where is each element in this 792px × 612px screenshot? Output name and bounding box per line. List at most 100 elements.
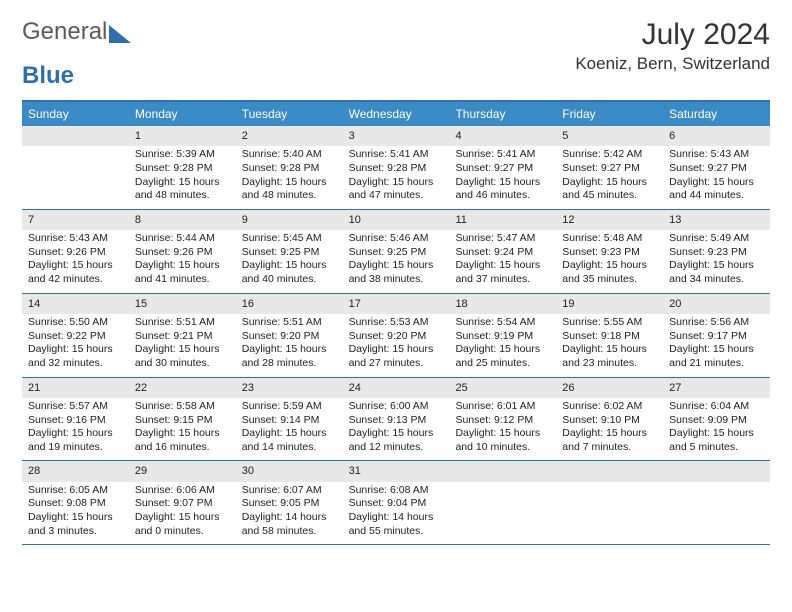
sunrise-text: Sunrise: 5:39 AM [135, 148, 230, 162]
calendar-cell: 3Sunrise: 5:41 AMSunset: 9:28 PMDaylight… [343, 126, 450, 209]
calendar-cell: 16Sunrise: 5:51 AMSunset: 9:20 PMDayligh… [236, 294, 343, 377]
cell-content: Sunrise: 5:54 AMSunset: 9:19 PMDaylight:… [449, 314, 556, 377]
daylight1-text: Daylight: 15 hours [562, 259, 657, 273]
daylight2-text: and 5 minutes. [669, 441, 764, 455]
sunrise-text: Sunrise: 6:04 AM [669, 400, 764, 414]
sunset-text: Sunset: 9:09 PM [669, 414, 764, 428]
daylight2-text: and 0 minutes. [135, 525, 230, 539]
calendar-cell: 13Sunrise: 5:49 AMSunset: 9:23 PMDayligh… [663, 210, 770, 293]
sunset-text: Sunset: 9:22 PM [28, 330, 123, 344]
sunset-text: Sunset: 9:24 PM [455, 246, 550, 260]
daylight2-text: and 35 minutes. [562, 273, 657, 287]
daylight1-text: Daylight: 15 hours [349, 343, 444, 357]
calendar-cell: 23Sunrise: 5:59 AMSunset: 9:14 PMDayligh… [236, 378, 343, 461]
day-number: 24 [343, 378, 450, 398]
cell-content: Sunrise: 6:05 AMSunset: 9:08 PMDaylight:… [22, 482, 129, 545]
daylight1-text: Daylight: 15 hours [135, 176, 230, 190]
daylight1-text: Daylight: 15 hours [28, 511, 123, 525]
sunrise-text: Sunrise: 5:45 AM [242, 232, 337, 246]
cell-content: Sunrise: 6:02 AMSunset: 9:10 PMDaylight:… [556, 398, 663, 461]
day-number: 18 [449, 294, 556, 314]
daylight1-text: Daylight: 15 hours [669, 427, 764, 441]
daylight1-text: Daylight: 15 hours [455, 259, 550, 273]
sunrise-text: Sunrise: 6:07 AM [242, 484, 337, 498]
calendar-cell: 26Sunrise: 6:02 AMSunset: 9:10 PMDayligh… [556, 378, 663, 461]
daylight1-text: Daylight: 15 hours [242, 176, 337, 190]
calendar-cell: 9Sunrise: 5:45 AMSunset: 9:25 PMDaylight… [236, 210, 343, 293]
calendar-cell: 8Sunrise: 5:44 AMSunset: 9:26 PMDaylight… [129, 210, 236, 293]
sunrise-text: Sunrise: 5:58 AM [135, 400, 230, 414]
sunset-text: Sunset: 9:26 PM [135, 246, 230, 260]
cell-content [22, 146, 129, 154]
calendar-cell: 10Sunrise: 5:46 AMSunset: 9:25 PMDayligh… [343, 210, 450, 293]
day-number: 4 [449, 126, 556, 146]
cell-content [663, 482, 770, 490]
calendar-cell: 17Sunrise: 5:53 AMSunset: 9:20 PMDayligh… [343, 294, 450, 377]
daylight1-text: Daylight: 15 hours [242, 259, 337, 273]
day-number: 1 [129, 126, 236, 146]
daylight1-text: Daylight: 15 hours [455, 176, 550, 190]
cell-content: Sunrise: 5:58 AMSunset: 9:15 PMDaylight:… [129, 398, 236, 461]
day-number: 30 [236, 461, 343, 481]
sunrise-text: Sunrise: 5:41 AM [349, 148, 444, 162]
calendar-cell: 4Sunrise: 5:41 AMSunset: 9:27 PMDaylight… [449, 126, 556, 209]
day-number: 7 [22, 210, 129, 230]
sunrise-text: Sunrise: 5:51 AM [242, 316, 337, 330]
day-header-friday: Friday [556, 102, 663, 126]
daylight1-text: Daylight: 15 hours [135, 427, 230, 441]
cell-content: Sunrise: 6:04 AMSunset: 9:09 PMDaylight:… [663, 398, 770, 461]
calendar-week: 28Sunrise: 6:05 AMSunset: 9:08 PMDayligh… [22, 461, 770, 545]
daylight2-text: and 37 minutes. [455, 273, 550, 287]
cell-content: Sunrise: 5:48 AMSunset: 9:23 PMDaylight:… [556, 230, 663, 293]
day-number: 19 [556, 294, 663, 314]
sunset-text: Sunset: 9:04 PM [349, 497, 444, 511]
daylight1-text: Daylight: 15 hours [562, 427, 657, 441]
cell-content: Sunrise: 5:50 AMSunset: 9:22 PMDaylight:… [22, 314, 129, 377]
sunset-text: Sunset: 9:10 PM [562, 414, 657, 428]
day-number: 28 [22, 461, 129, 481]
sunset-text: Sunset: 9:20 PM [242, 330, 337, 344]
daylight2-text: and 23 minutes. [562, 357, 657, 371]
cell-content: Sunrise: 5:51 AMSunset: 9:20 PMDaylight:… [236, 314, 343, 377]
calendar-cell: 18Sunrise: 5:54 AMSunset: 9:19 PMDayligh… [449, 294, 556, 377]
calendar: Sunday Monday Tuesday Wednesday Thursday… [22, 100, 770, 545]
day-number: 5 [556, 126, 663, 146]
sunset-text: Sunset: 9:26 PM [28, 246, 123, 260]
day-number: 17 [343, 294, 450, 314]
cell-content: Sunrise: 5:57 AMSunset: 9:16 PMDaylight:… [22, 398, 129, 461]
day-number: 27 [663, 378, 770, 398]
day-number: 2 [236, 126, 343, 146]
calendar-cell: 14Sunrise: 5:50 AMSunset: 9:22 PMDayligh… [22, 294, 129, 377]
daylight2-text: and 44 minutes. [669, 189, 764, 203]
calendar-cell: 27Sunrise: 6:04 AMSunset: 9:09 PMDayligh… [663, 378, 770, 461]
sunset-text: Sunset: 9:25 PM [349, 246, 444, 260]
title-block: July 2024 Koeniz, Bern, Switzerland [575, 18, 770, 74]
sunset-text: Sunset: 9:27 PM [455, 162, 550, 176]
day-number [556, 461, 663, 481]
daylight2-text: and 16 minutes. [135, 441, 230, 455]
cell-content: Sunrise: 5:53 AMSunset: 9:20 PMDaylight:… [343, 314, 450, 377]
day-number: 12 [556, 210, 663, 230]
sunset-text: Sunset: 9:20 PM [349, 330, 444, 344]
daylight2-text: and 34 minutes. [669, 273, 764, 287]
sunrise-text: Sunrise: 6:05 AM [28, 484, 123, 498]
day-header-sunday: Sunday [22, 102, 129, 126]
calendar-cell: 28Sunrise: 6:05 AMSunset: 9:08 PMDayligh… [22, 461, 129, 544]
logo-triangle-icon [109, 25, 131, 43]
daylight2-text: and 3 minutes. [28, 525, 123, 539]
calendar-cell [663, 461, 770, 544]
weeks-container: 1Sunrise: 5:39 AMSunset: 9:28 PMDaylight… [22, 126, 770, 545]
cell-content: Sunrise: 5:43 AMSunset: 9:27 PMDaylight:… [663, 146, 770, 209]
daylight1-text: Daylight: 15 hours [135, 259, 230, 273]
daylight1-text: Daylight: 15 hours [562, 176, 657, 190]
daylight2-text: and 41 minutes. [135, 273, 230, 287]
cell-content: Sunrise: 5:51 AMSunset: 9:21 PMDaylight:… [129, 314, 236, 377]
sunrise-text: Sunrise: 5:57 AM [28, 400, 123, 414]
sunset-text: Sunset: 9:27 PM [669, 162, 764, 176]
daylight2-text: and 58 minutes. [242, 525, 337, 539]
sunrise-text: Sunrise: 5:44 AM [135, 232, 230, 246]
daylight2-text: and 40 minutes. [242, 273, 337, 287]
daylight2-text: and 48 minutes. [242, 189, 337, 203]
sunrise-text: Sunrise: 5:46 AM [349, 232, 444, 246]
cell-content: Sunrise: 5:41 AMSunset: 9:27 PMDaylight:… [449, 146, 556, 209]
